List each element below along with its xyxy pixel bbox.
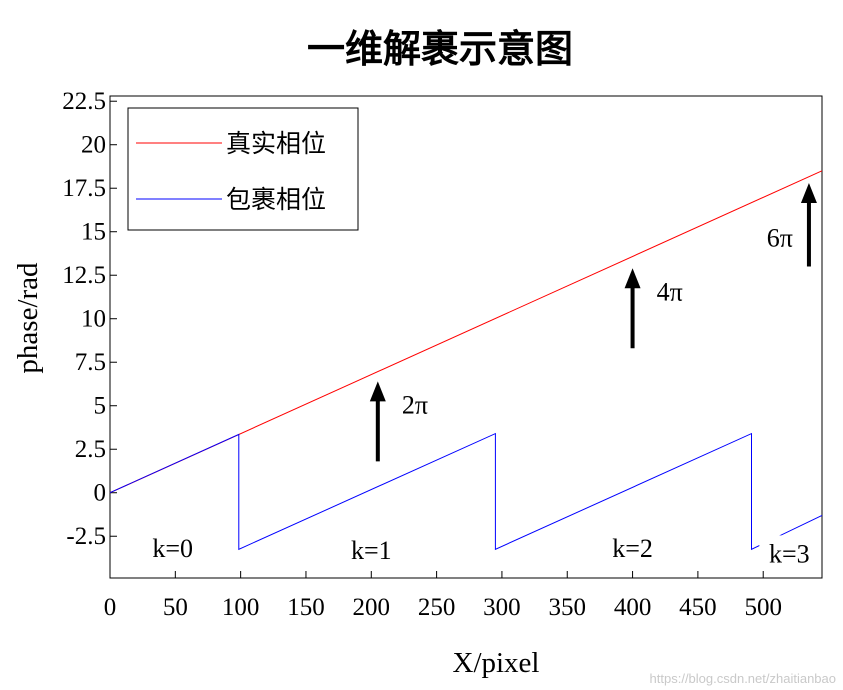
annotation-label: 4π <box>657 277 683 306</box>
y-tick-label: 10 <box>81 306 106 333</box>
region-label-layer: k=0 k=1 k=2 k=3 <box>142 530 820 568</box>
region-label: k=2 <box>612 534 653 563</box>
y-tick-label: 20 <box>81 132 106 159</box>
y-tick-label: 5 <box>94 393 107 420</box>
x-axis-label: X/pixel <box>453 647 540 679</box>
legend-label: 包裹相位 <box>226 185 326 214</box>
region-label: k=0 <box>152 534 193 563</box>
y-tick-label: 15 <box>81 219 106 246</box>
y-axis: -2.5 0 2.5 5 7.5 10 12.5 15 17.5 20 22.5 <box>62 88 117 550</box>
x-tick-label: 100 <box>222 594 260 621</box>
region-label-bg <box>142 530 203 559</box>
annotation-layer: 2π 4π 6π <box>369 183 817 462</box>
watermark: https://blog.csdn.net/zhaitianbao <box>650 671 836 686</box>
y-tick-label: 0 <box>94 480 107 507</box>
x-tick-label: 350 <box>548 594 586 621</box>
y-tick-label: 22.5 <box>62 88 106 115</box>
x-tick-label: 500 <box>744 594 782 621</box>
x-tick-label: 450 <box>679 594 717 621</box>
annotation-arrow-head <box>624 268 641 289</box>
region-label-bg <box>602 530 663 559</box>
annotation-label: 2π <box>402 390 428 419</box>
series-layer <box>109 170 823 551</box>
region-label: k=3 <box>769 539 810 568</box>
y-axis-label: phase/rad <box>12 262 44 374</box>
legend-label: 真实相位 <box>226 129 326 158</box>
x-tick-label: 250 <box>418 594 456 621</box>
y-tick-label: 2.5 <box>75 436 106 463</box>
x-tick-label: 0 <box>104 594 117 621</box>
wrapped-phase-line <box>109 432 823 551</box>
region-label-bg <box>341 531 402 560</box>
legend-box <box>127 107 359 231</box>
chart-title: 一维解裹示意图 <box>307 26 573 71</box>
y-tick-label: 12.5 <box>62 262 106 289</box>
region-label: k=1 <box>351 536 392 565</box>
x-axis: 0 50 100 150 200 250 300 350 400 450 500 <box>104 571 782 621</box>
y-tick-label: -2.5 <box>66 523 106 550</box>
y-tick-label: 7.5 <box>75 349 106 376</box>
plot-frame <box>109 95 823 579</box>
region-label-bg <box>759 535 820 564</box>
annotation-label: 6π <box>767 224 793 253</box>
x-tick-label: 300 <box>483 594 521 621</box>
x-tick-label: 150 <box>287 594 325 621</box>
annotation-arrow-head <box>369 381 386 402</box>
x-tick-label: 200 <box>353 594 391 621</box>
y-tick-label: 17.5 <box>62 175 106 202</box>
x-tick-label: 400 <box>614 594 652 621</box>
annotation-arrow-head <box>800 183 817 204</box>
x-tick-label: 50 <box>163 594 188 621</box>
